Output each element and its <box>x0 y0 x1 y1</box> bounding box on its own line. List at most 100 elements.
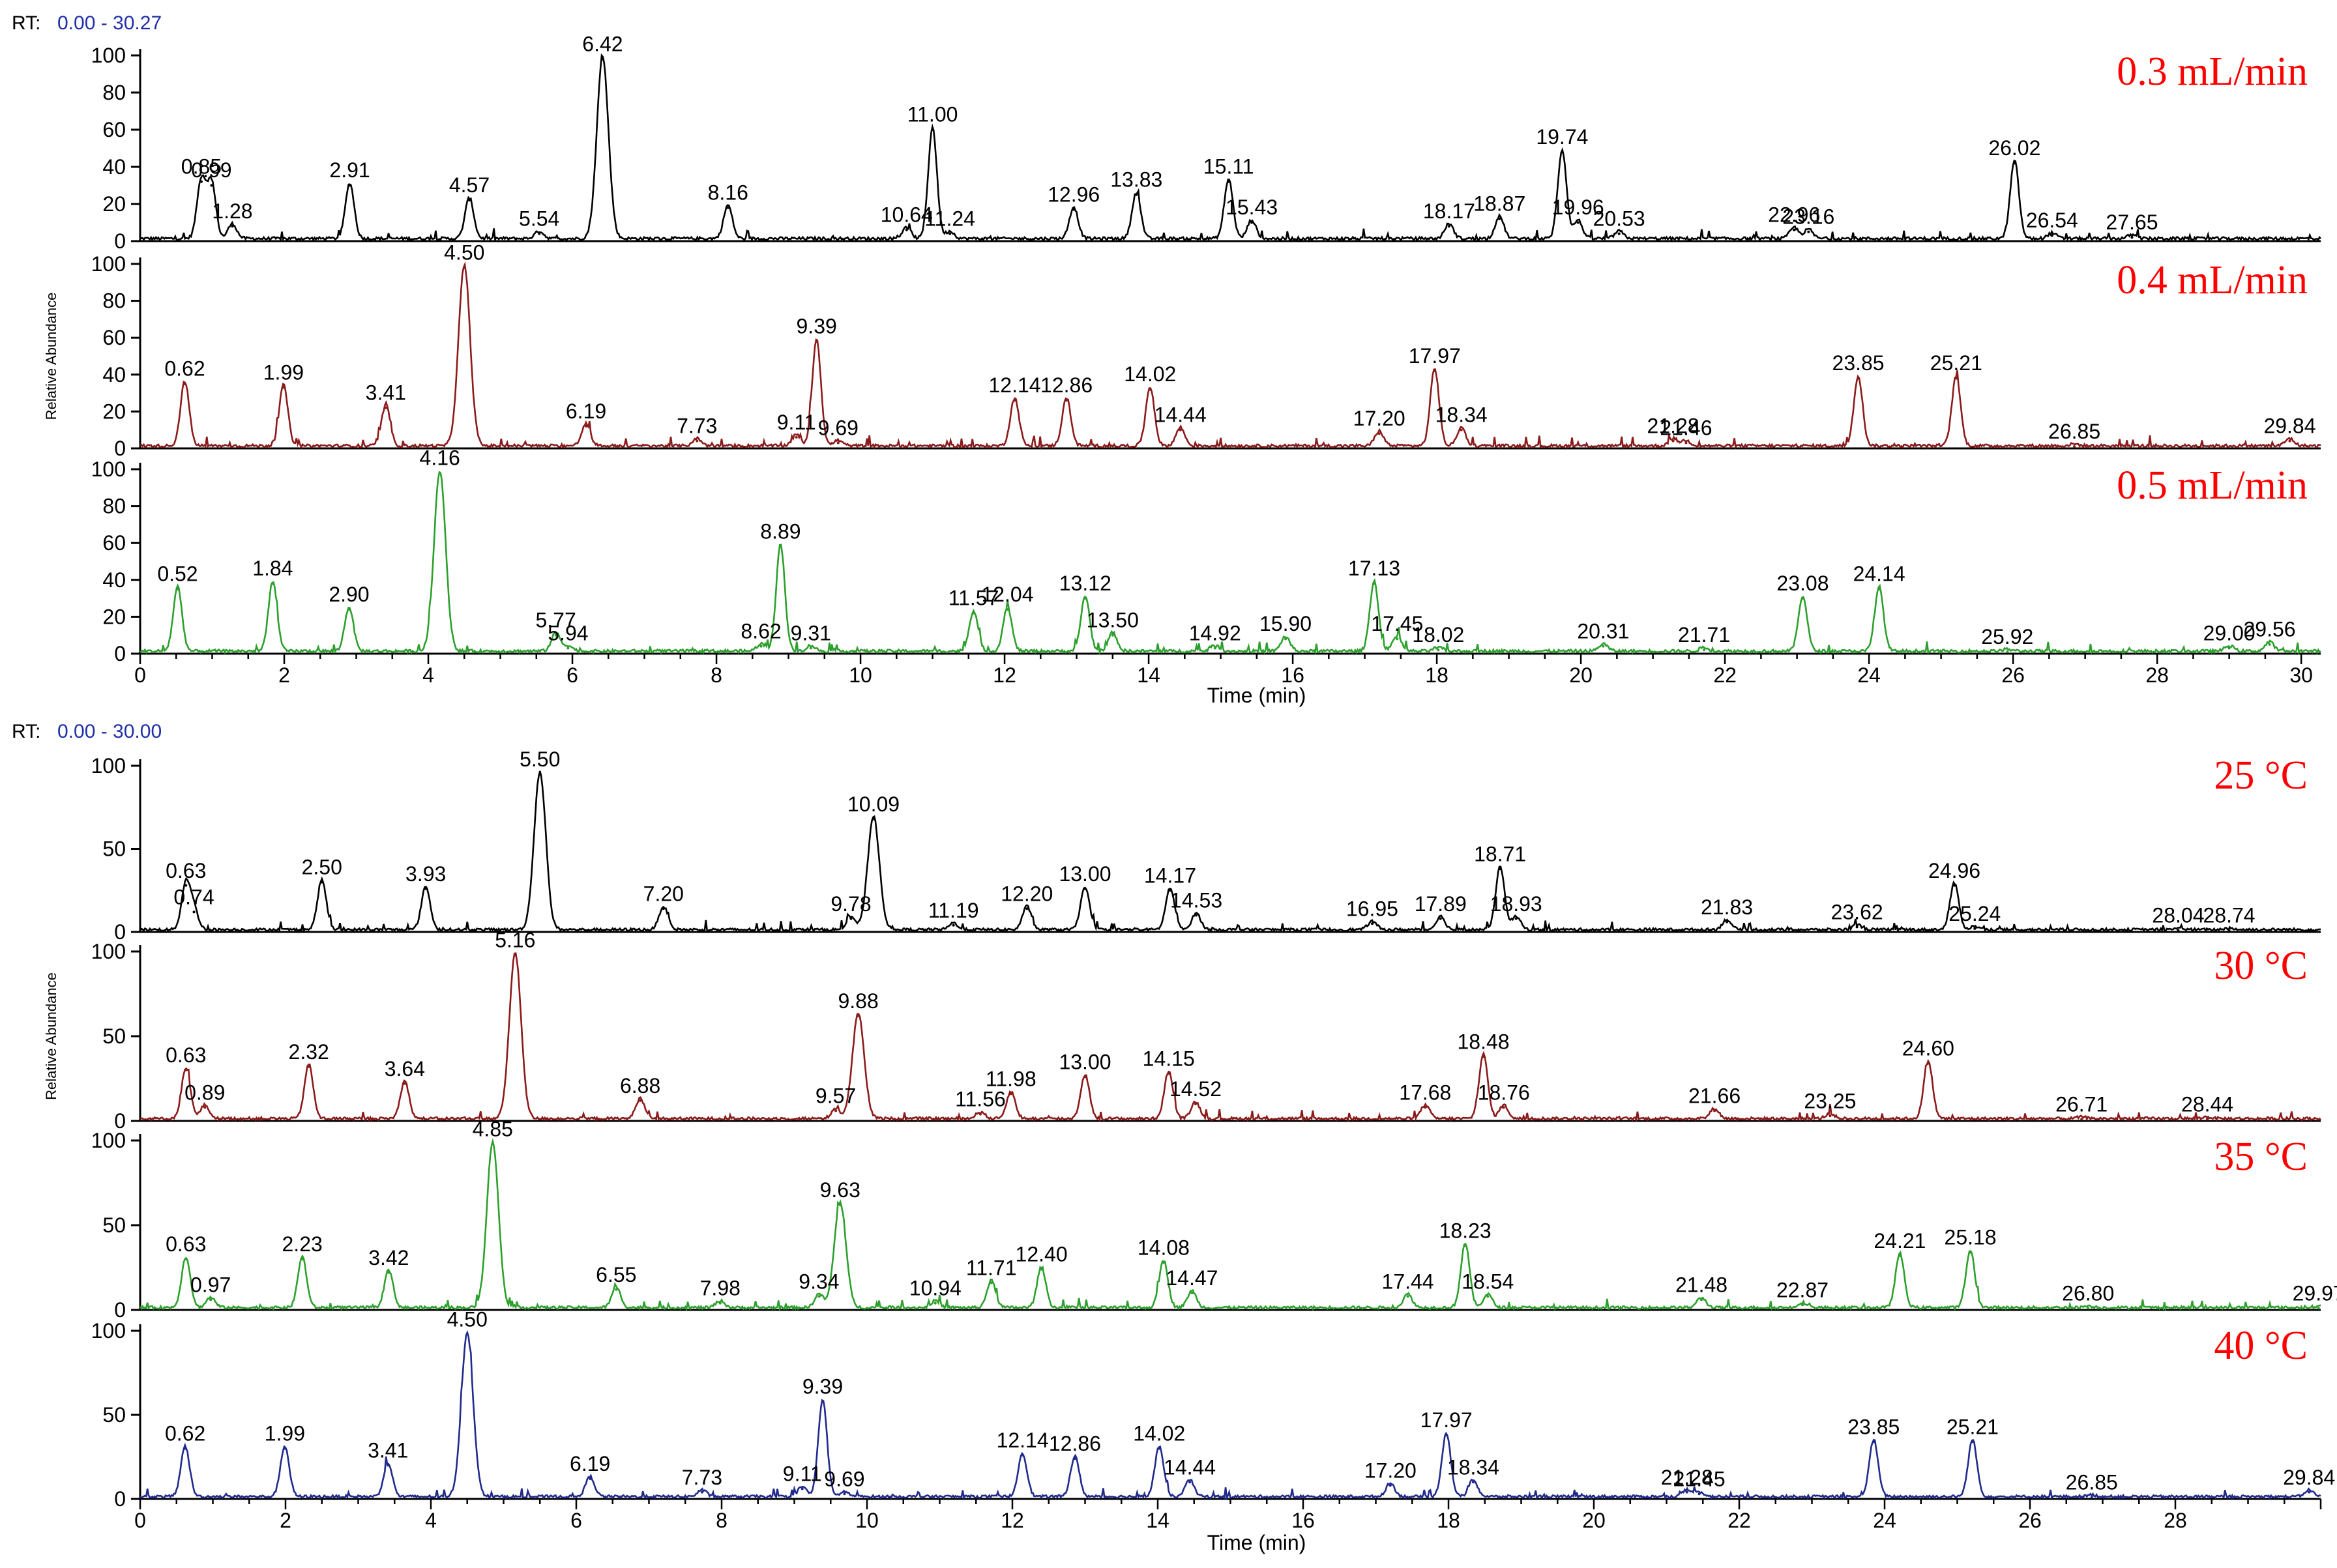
peak-marker <box>1083 1075 1087 1079</box>
peak-marker <box>857 1014 860 1017</box>
peak-label: 9.88 <box>838 989 878 1013</box>
peak-marker <box>1698 1492 1701 1496</box>
series-panel-3: 0 20 40 60 80 100 0.52 1.84 2.90 4.16 5.775.94 8.62… <box>91 446 2321 665</box>
peak-label: 5.94 <box>548 621 588 645</box>
peak-label: 2.50 <box>302 856 342 879</box>
peak-label: 6.55 <box>596 1263 636 1286</box>
peak-label: 8.62 <box>741 619 781 643</box>
peak-marker <box>718 1301 722 1305</box>
peak-marker <box>424 887 428 890</box>
y-tick-label: 100 <box>91 252 126 276</box>
peak-marker <box>836 441 840 444</box>
peak-marker <box>1021 1453 1024 1457</box>
peak-label: 23.08 <box>1776 572 1829 595</box>
peak-marker <box>1195 914 1198 917</box>
peak-marker <box>834 1109 838 1112</box>
x-tick-label: 0 <box>134 1509 146 1532</box>
peak-label: 28.44 <box>2181 1093 2233 1116</box>
x-axis-title: Time (min) <box>1207 684 1306 707</box>
y-tick-label: 40 <box>102 155 126 179</box>
x-tick-label: 6 <box>566 663 578 687</box>
peak-marker <box>1857 377 1860 380</box>
peak-label: 10.94 <box>909 1277 962 1300</box>
peak-label: 11.24 <box>924 207 975 230</box>
peak-label: 15.11 <box>1203 155 1254 179</box>
peak-label: 4.50 <box>444 240 484 264</box>
y-tick-label: 0 <box>114 1109 126 1133</box>
peak-marker <box>2090 1496 2093 1499</box>
peak-label: 9.78 <box>830 892 871 916</box>
peak-label: 14.17 <box>1144 864 1196 887</box>
peak-marker <box>1671 439 1675 443</box>
y-tick-label: 20 <box>102 399 126 423</box>
peak-label: 14.92 <box>1189 621 1241 645</box>
peak-label: 1.99 <box>265 1422 305 1445</box>
y-axis-title: Relative Abundance <box>43 972 59 1100</box>
peak-marker <box>538 772 542 776</box>
peak-marker <box>849 917 853 920</box>
y-axis-title: Relative Abundance <box>43 293 59 420</box>
x-tick-label: 22 <box>1727 1509 1751 1532</box>
x-tick-label: 24 <box>1873 1509 1896 1532</box>
peak-label: 0.99 <box>191 158 231 182</box>
peak-label: 3.42 <box>368 1246 409 1270</box>
peak-label: 13.12 <box>1059 572 1111 595</box>
peak-label: 25.92 <box>1981 625 2033 648</box>
peak-marker <box>1040 1268 1043 1271</box>
peak-marker <box>1801 1303 1804 1307</box>
peak-label: 0.63 <box>166 1043 206 1067</box>
y-tick-label: 0 <box>114 1298 126 1322</box>
peak-label: 9.69 <box>824 1467 864 1490</box>
x-tick-label: 16 <box>1281 663 1304 687</box>
peak-marker <box>809 646 812 650</box>
peak-label: 0.74 <box>173 886 214 909</box>
peak-label: 25.21 <box>1947 1415 1999 1438</box>
peak-label: 12.86 <box>1049 1432 1101 1455</box>
peak-label: 3.41 <box>368 1439 408 1462</box>
peak-label: 18.34 <box>1435 403 1488 426</box>
peak-label: 20.53 <box>1593 207 1645 230</box>
peak-marker <box>1372 582 1375 585</box>
peak-label: 5.50 <box>520 748 560 771</box>
rt-label: RT: <box>12 721 40 742</box>
peak-marker <box>2288 439 2291 443</box>
peak-marker <box>1025 907 1029 910</box>
peak-marker <box>566 646 570 650</box>
peak-marker <box>1396 637 1399 641</box>
x-tick-label: 26 <box>2018 1509 2042 1532</box>
peak-marker <box>1445 1433 1448 1436</box>
peak-marker <box>589 1477 592 1481</box>
peak-marker <box>184 1069 188 1071</box>
peak-label: 2.90 <box>329 583 369 606</box>
peak-label: 18.71 <box>1474 842 1526 865</box>
y-tick-label: 80 <box>102 495 126 518</box>
peak-marker <box>1072 208 1076 211</box>
peak-label: 4.16 <box>420 446 460 469</box>
y-tick-label: 100 <box>91 1319 126 1343</box>
peak-marker <box>1502 1106 1505 1109</box>
peak-label: 19.96 <box>1552 196 1604 219</box>
y-tick-label: 20 <box>102 605 126 628</box>
peak-label: 21.45 <box>1673 1467 1726 1490</box>
peak-marker <box>815 340 818 343</box>
peak-marker <box>990 1281 993 1285</box>
peak-label: 14.52 <box>1169 1077 1222 1101</box>
peak-marker <box>1969 1251 1972 1254</box>
peak-marker <box>601 57 604 61</box>
series-panel-1: 0 20 40 60 80 100 0.850.99 1.28 2.91 4.57 5.54 6.42… <box>91 32 2321 253</box>
peak-label: 24.96 <box>1928 859 1980 882</box>
peak-marker <box>2227 929 2231 932</box>
peak-marker <box>348 184 351 187</box>
peak-label: 2.32 <box>289 1040 329 1064</box>
peak-label: 9.11 <box>783 1462 822 1486</box>
peak-label: 23.85 <box>1832 351 1885 375</box>
condition-label: 40 °C <box>2214 1324 2308 1368</box>
peak-marker <box>1499 867 1502 871</box>
peak-label: 18.93 <box>1490 892 1542 916</box>
condition-label: 0.5 mL/min <box>2117 463 2308 508</box>
peak-label: 17.97 <box>1420 1408 1473 1432</box>
peak-label: 0.89 <box>184 1081 225 1104</box>
peak-marker <box>1463 1244 1467 1247</box>
peak-marker <box>1703 648 1706 652</box>
peak-label: 13.83 <box>1110 167 1162 191</box>
